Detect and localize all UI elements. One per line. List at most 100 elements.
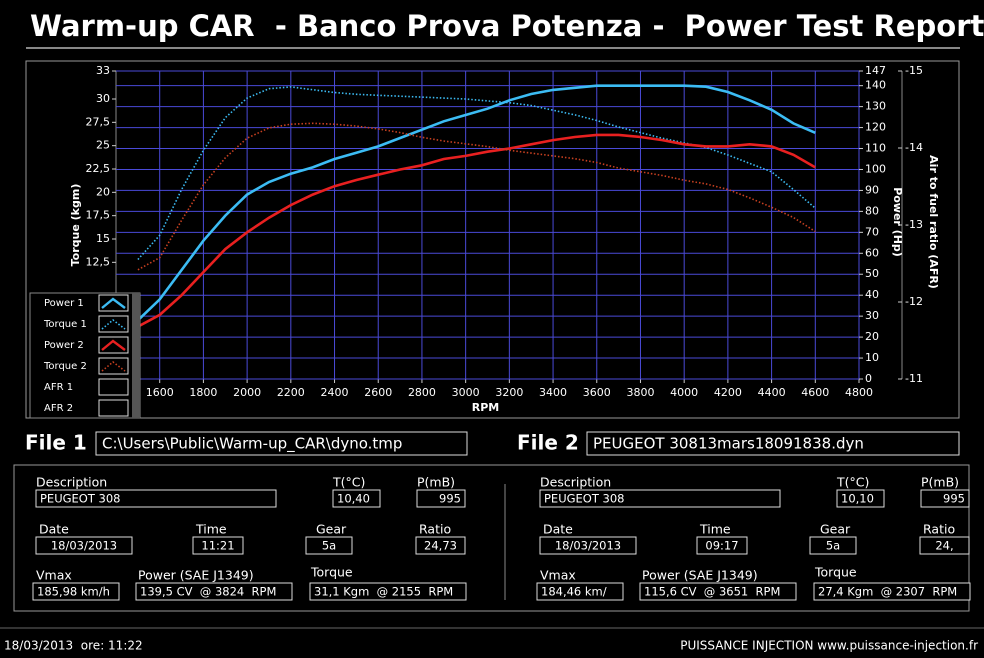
legend-label: AFR 2 [44,403,73,414]
field-label: Torque [310,565,353,580]
field-label: Date [543,522,573,537]
x-tick-label: 2200 [277,386,305,399]
field-value: 09:17 [705,539,738,553]
y2-tick-label: 40 [865,288,879,301]
y-tick-label: 12,5 [86,255,111,268]
series-line [137,84,816,322]
field-label: Gear [820,522,851,537]
field-value: 24,73 [424,539,457,553]
legend-label: Torque 1 [43,319,87,330]
x-tick-label: 2400 [321,386,349,399]
y2-tick-label: 20 [865,330,879,343]
field-box [32,582,120,601]
field-value: 995 [439,492,461,506]
field-label: Ratio [923,522,955,537]
field-box [920,489,970,508]
field-label: Time [699,522,731,537]
field-box [192,536,244,555]
legend-swatch [98,294,129,312]
field-label: T(°C) [836,475,869,490]
footer-company: PUISSANCE INJECTION www.puissance-inject… [680,639,978,653]
y3-tick-label: -13 [905,218,923,231]
field-label: Ratio [419,522,451,537]
y2-tick-label: 130 [865,100,886,113]
x-tick-label: 3600 [583,386,611,399]
field-value: 115,6 CV @ 3651 RPM [644,585,780,599]
field-box [813,582,971,601]
field-label: P(mB) [921,475,959,490]
field-box [639,582,797,601]
field-value: 31,1 Kgm @ 2155 RPM [314,585,453,599]
field-box [35,489,277,508]
y2-tick-label: 90 [865,183,879,196]
field-value: 10,40 [337,492,370,506]
field-label: Power (SAE J1349) [642,568,758,583]
field-label: Vmax [36,568,72,583]
y2-tick-label: 0 [865,372,872,385]
y-tick-label: 20 [96,185,110,198]
y2-tick-label: 147 [865,64,886,77]
field-value: 10,10 [841,492,874,506]
x-tick-label: 4000 [670,386,698,399]
file-path-box [95,431,468,456]
field-label: T(°C) [332,475,365,490]
x-tick-label: 2800 [408,386,436,399]
y2-tick-label: 30 [865,309,879,322]
field-label: P(mB) [417,475,455,490]
plot-area [115,70,860,380]
y2-tick-label: 110 [865,142,886,155]
y2-tick-label: 80 [865,204,879,217]
y2-tick-label: 50 [865,267,879,280]
y-tick-label: 15 [96,232,110,245]
legend-swatch [98,315,129,333]
y2-tick-label: 140 [865,79,886,92]
x-tick-label: 4600 [801,386,829,399]
field-label: Gear [316,522,347,537]
x-tick-label: 3400 [539,386,567,399]
y2-tick-label: 70 [865,225,879,238]
y3-tick-label: -11 [905,372,923,385]
y-tick-label: 25 [96,139,110,152]
y2-tick-label: 120 [865,121,886,134]
field-value: 995 [943,492,965,506]
y3-tick-label: -12 [905,295,923,308]
field-value: 185,98 km/h [37,585,110,599]
file-label: File 2 [517,431,579,455]
field-value: 18/03/2013 [51,539,117,553]
legend-swatch [98,399,129,417]
field-value: PEUGEOT 308 [544,492,624,506]
footer-timestamp: 18/03/2013 ore: 11:22 [4,639,143,653]
legend-swatch [98,336,129,354]
y-tick-label: 33 [96,64,110,77]
field-label: Torque [814,565,857,580]
x-tick-label: 4200 [714,386,742,399]
y2-tick-label: 100 [865,162,886,175]
field-value: 5a [826,539,840,553]
field-box [536,582,624,601]
legend-box [29,292,141,419]
file-label: File 1 [25,431,87,455]
field-label: Power (SAE J1349) [138,568,254,583]
y2-axis-title: Power (Hp) [891,187,904,257]
x-tick-label: 4400 [758,386,786,399]
file-path: PEUGEOT 30813mars18091838.dyn [593,435,864,453]
y2-tick-label: 10 [865,351,879,364]
file-path: C:\Users\Public\Warm-up_CAR\dyno.tmp [102,435,402,454]
legend-swatch [98,357,129,375]
file-path-box [586,431,960,456]
field-box [135,582,293,601]
legend-line [101,297,126,309]
series-line [137,133,816,328]
y-tick-label: 27,5 [86,115,111,128]
field-value: 27,4 Kgm @ 2307 RPM [818,585,957,599]
x-tick-label: 1600 [146,386,174,399]
field-box [416,489,466,508]
field-label: Date [39,522,69,537]
legend-line [101,318,126,330]
field-box [332,489,381,508]
field-value: 11:21 [201,539,234,553]
field-value: 18/03/2013 [555,539,621,553]
report-title: Warm-up CAR - Banco Prova Potenza - Powe… [30,9,984,43]
